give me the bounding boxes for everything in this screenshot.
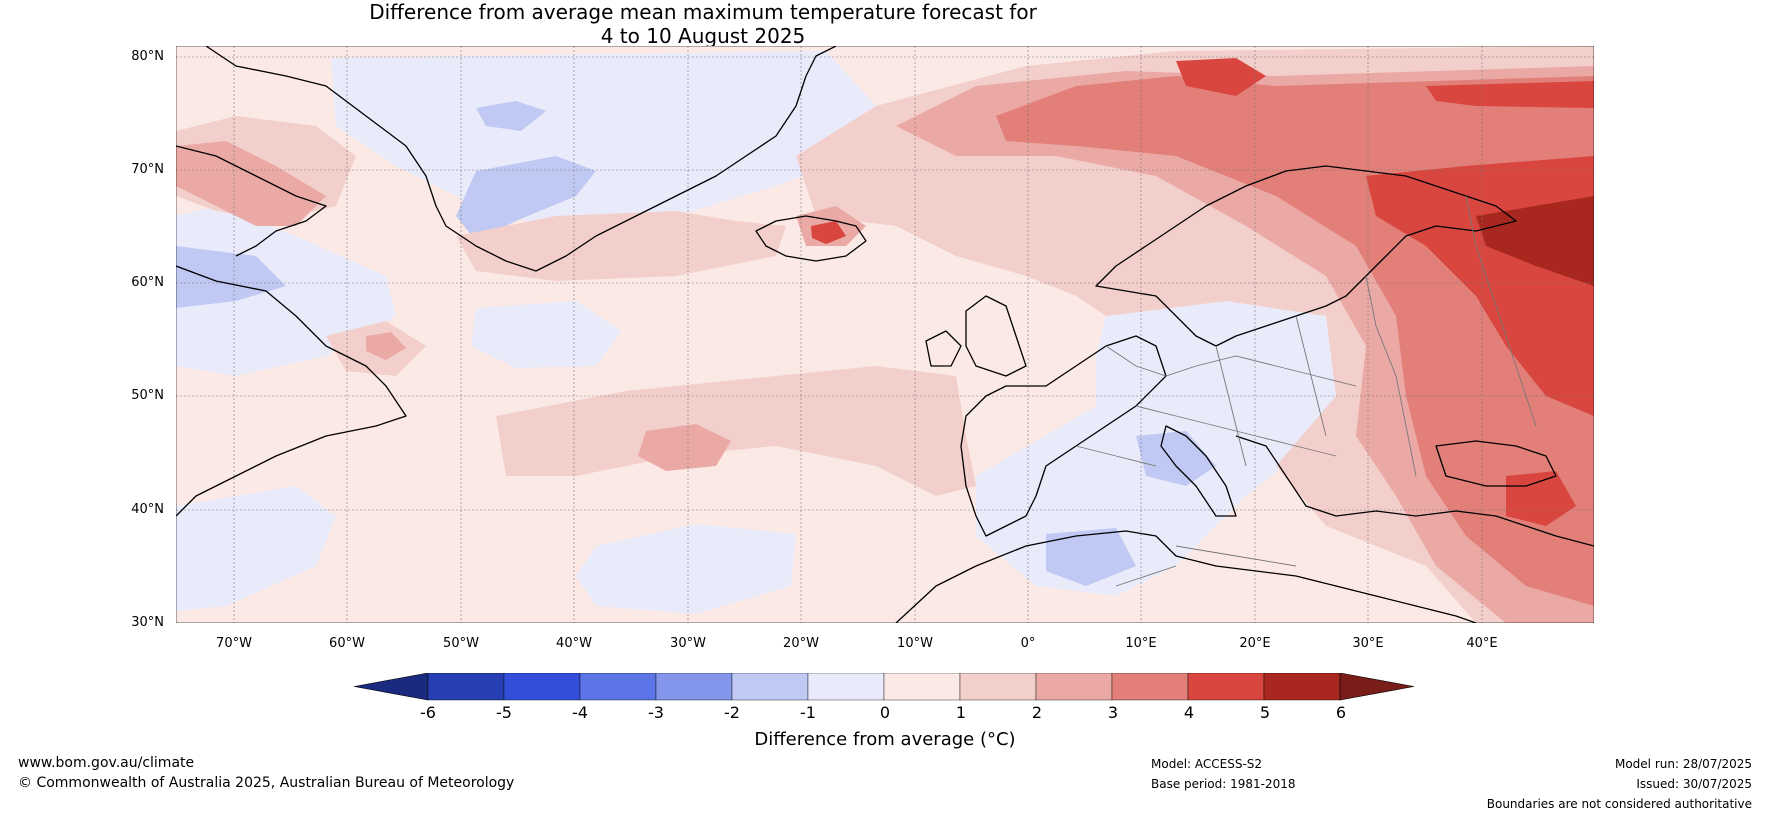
colorbar-segment (883, 672, 961, 701)
lon-label-30w: 30°W (670, 636, 706, 651)
lon-label-60w: 60°W (329, 636, 365, 651)
warm4-anomaly-region-iceland (811, 221, 846, 244)
warm-anomaly-region-atlantic-band (496, 366, 976, 496)
colorbar-label: Difference from average (°C) (754, 729, 1016, 750)
colorbar-segment (1263, 672, 1341, 701)
colorbar-tick-minus-6: -6 (420, 703, 436, 722)
colorbar-segment (731, 672, 809, 701)
cooler-anomaly-region-north-africa (1046, 528, 1136, 586)
cool-anomaly-region-azores (576, 524, 796, 614)
lon-label-50w: 50°W (443, 636, 479, 651)
issued-date: Issued: 30/07/2025 (1636, 777, 1752, 791)
title-line-1: Difference from average mean maximum tem… (369, 0, 1037, 24)
colorbar-segment (579, 672, 657, 701)
lat-label-60n: 60°N (131, 275, 164, 290)
colorbar (353, 672, 1418, 707)
coastline-scandinavia (1095, 165, 1517, 347)
warm4-anomaly-region-black-sea (1506, 471, 1576, 526)
coastline-iceland (755, 215, 867, 262)
coastline-iberia-france (960, 335, 1167, 537)
colorbar-tick-3: 3 (1107, 703, 1119, 722)
coastline-labrador (176, 265, 407, 517)
map-canvas (176, 46, 1594, 623)
colorbar-tick-minus-5: -5 (496, 703, 512, 722)
colorbar-tick-minus-2: -2 (724, 703, 740, 722)
coastline-ireland (925, 330, 962, 367)
colorbar-segment (655, 672, 733, 701)
lat-label-80n: 80°N (131, 49, 164, 64)
warmer-anomaly-region-newfoundland (366, 332, 406, 360)
lon-label-20w: 20°W (783, 636, 819, 651)
colorbar-graphic (353, 672, 1415, 701)
warm4-anomaly-region-svalbard (1176, 58, 1266, 96)
lon-label-10w: 10°W (897, 636, 933, 651)
boundaries-disclaimer: Boundaries are not considered authoritat… (1486, 797, 1752, 811)
colorbar-tick-4: 4 (1183, 703, 1195, 722)
map-title: Difference from average mean maximum tem… (0, 0, 1406, 48)
colorbar-tick-minus-1: -1 (800, 703, 816, 722)
coastline-italy (1160, 425, 1237, 517)
coastlines (176, 46, 1594, 623)
lon-label-30e: 30°E (1352, 636, 1384, 651)
lon-label-40w: 40°W (556, 636, 592, 651)
copyright-text: © Commonwealth of Australia 2025, Austra… (18, 775, 515, 791)
cool-anomaly-region-north-atlantic (471, 301, 621, 368)
model-name: Model: ACCESS-S2 (1151, 757, 1263, 771)
cooler-anomaly-region-mediterranean (1136, 431, 1216, 486)
colorbar-segment (503, 672, 581, 701)
forecast-map (176, 46, 1594, 623)
colorbar-tick-1: 1 (955, 703, 967, 722)
base-period: Base period: 1981-2018 (1151, 777, 1296, 791)
cooler-anomaly-region-greenland-east (456, 156, 596, 241)
warm5-anomaly-region-russia (1476, 196, 1594, 286)
coastline-black-sea (1435, 440, 1557, 487)
warm4-anomaly-region-top-band (1426, 81, 1594, 108)
lon-label-0: 0° (1020, 636, 1036, 651)
colorbar-tick-0: 0 (879, 703, 891, 722)
coastline-greenland (205, 46, 837, 272)
national-borders (1075, 195, 1537, 587)
lat-label-40n: 40°N (131, 502, 164, 517)
colorbar-tick-minus-3: -3 (648, 703, 664, 722)
colorbar-segment (1035, 672, 1113, 701)
colorbar-segment (959, 672, 1037, 701)
cool-anomaly-region-greenland-sea (331, 51, 876, 236)
colorbar-segment (427, 672, 505, 701)
website-link[interactable]: www.bom.gov.au/climate (18, 755, 195, 771)
lat-label-50n: 50°N (131, 388, 164, 403)
colorbar-tick-2: 2 (1031, 703, 1043, 722)
warm-anomaly-region-iceland (456, 211, 786, 281)
colorbar-segment (1111, 672, 1189, 701)
coastline-baffin-island (176, 145, 327, 257)
coastline-uk (965, 295, 1027, 377)
model-run-date: Model run: 28/07/2025 (1614, 757, 1752, 771)
warmer-anomaly-region-azores (638, 424, 731, 471)
warmer-anomaly-region-baffin (176, 141, 326, 226)
colorbar-tick-5: 5 (1259, 703, 1271, 722)
lon-label-10e: 10°E (1125, 636, 1157, 651)
coastline-north-africa (895, 530, 1477, 623)
lat-label-70n: 70°N (131, 162, 164, 177)
lon-label-70w: 70°W (216, 636, 252, 651)
title-line-2: 4 to 10 August 2025 (600, 24, 806, 48)
lat-label-30n: 30°N (131, 615, 164, 630)
cool-anomaly-region-west-atlantic (176, 486, 336, 611)
lon-label-40e: 40°E (1466, 636, 1498, 651)
cooler-anomaly-region-greenland-north (476, 101, 546, 131)
colorbar-tick-minus-4: -4 (572, 703, 588, 722)
colorbar-segment (807, 672, 885, 701)
coastline-balkans-turkey (1235, 435, 1594, 547)
colorbar-tick-6: 6 (1335, 703, 1347, 722)
colorbar-segment (1187, 672, 1265, 701)
colorbar-extend-high (1339, 672, 1415, 701)
colorbar-extend-low (353, 672, 429, 701)
cooler-anomaly-region-labrador (176, 246, 286, 308)
lon-label-20e: 20°E (1239, 636, 1271, 651)
